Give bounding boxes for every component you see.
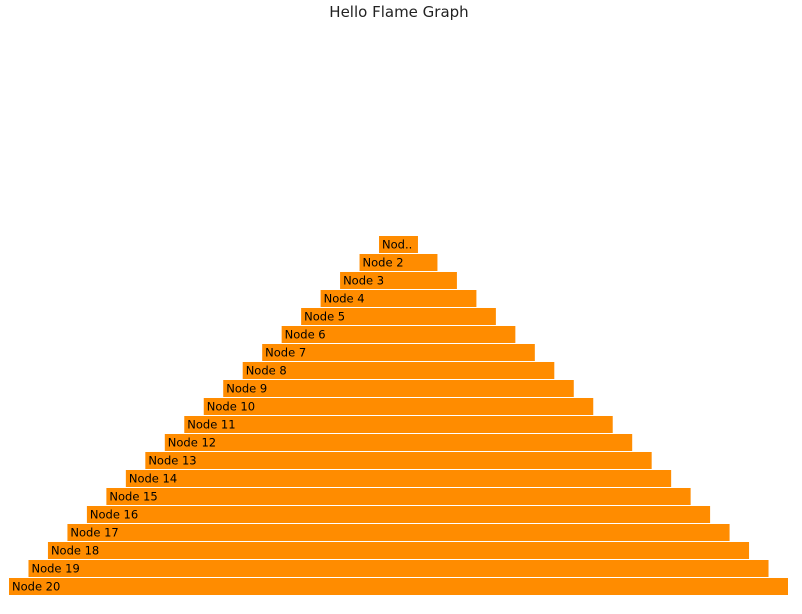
flame-bar-label: Node 19 <box>31 562 79 576</box>
flame-bar[interactable] <box>281 326 516 343</box>
flame-bar-label: Node 18 <box>51 544 99 558</box>
flame-bar[interactable] <box>301 308 496 325</box>
flame-node[interactable]: Node 5 <box>301 308 496 325</box>
flame-bar[interactable] <box>203 398 594 415</box>
flame-bar[interactable] <box>223 380 574 397</box>
flame-bar[interactable] <box>86 506 711 523</box>
flame-bar-label: Node 12 <box>168 436 216 450</box>
flame-node[interactable]: Node 17 <box>67 524 730 541</box>
flame-bar-label: Node 9 <box>226 382 267 396</box>
flame-bar[interactable] <box>379 236 418 253</box>
flame-node[interactable]: Node 20 <box>9 578 788 595</box>
flame-node[interactable]: Node 3 <box>340 272 457 289</box>
flame-bar-label: Nod.. <box>382 238 412 252</box>
flame-bar-label: Node 4 <box>324 292 365 306</box>
flame-node[interactable]: Node 11 <box>184 416 613 433</box>
flame-node[interactable]: Node 7 <box>262 344 535 361</box>
flame-node[interactable]: Node 8 <box>242 362 555 379</box>
flame-bar[interactable] <box>28 560 769 577</box>
flame-bar[interactable] <box>164 434 633 451</box>
flame-node[interactable]: Node 14 <box>125 470 672 487</box>
flame-bar-label: Node 20 <box>12 580 60 594</box>
flame-bar[interactable] <box>320 290 477 307</box>
flame-node[interactable]: Nod.. <box>379 236 418 253</box>
flame-node[interactable]: Node 13 <box>145 452 652 469</box>
flame-node[interactable]: Node 12 <box>164 434 633 451</box>
flame-node[interactable]: Node 6 <box>281 326 516 343</box>
flame-bar[interactable] <box>47 542 750 559</box>
flame-node[interactable]: Node 4 <box>320 290 477 307</box>
flame-bar-label: Node 2 <box>363 256 404 270</box>
flame-bar[interactable] <box>9 578 788 595</box>
flame-bar-label: Node 10 <box>207 400 255 414</box>
chart-title: Hello Flame Graph <box>329 3 469 21</box>
flame-bar[interactable] <box>359 254 438 271</box>
flame-bar[interactable] <box>242 362 555 379</box>
flame-bar[interactable] <box>340 272 457 289</box>
flame-node[interactable]: Node 15 <box>106 488 691 505</box>
flame-node[interactable]: Node 9 <box>223 380 574 397</box>
flame-node[interactable]: Node 10 <box>203 398 594 415</box>
flame-bar-label: Node 7 <box>265 346 306 360</box>
flame-bar-label: Node 11 <box>187 418 235 432</box>
flame-node[interactable]: Node 16 <box>86 506 711 523</box>
flame-bar[interactable] <box>125 470 672 487</box>
flame-bar[interactable] <box>145 452 652 469</box>
flame-node[interactable]: Node 2 <box>359 254 438 271</box>
flame-bar-label: Node 16 <box>90 508 138 522</box>
flame-bar[interactable] <box>106 488 691 505</box>
flame-bar-label: Node 8 <box>246 364 287 378</box>
flame-bar-label: Node 15 <box>109 490 157 504</box>
flame-bar[interactable] <box>67 524 730 541</box>
flame-bars: Nod.. Node 2 Node 3 Node 4 Node 5 Node 6 Node … <box>9 236 788 595</box>
flame-bar[interactable] <box>184 416 613 433</box>
flame-node[interactable]: Node 19 <box>28 560 769 577</box>
flame-bar-label: Node 13 <box>148 454 196 468</box>
flame-bar-label: Node 14 <box>129 472 177 486</box>
flame-bar-label: Node 5 <box>304 310 345 324</box>
flame-bar-label: Node 6 <box>285 328 326 342</box>
flame-node[interactable]: Node 18 <box>47 542 750 559</box>
flame-bar[interactable] <box>262 344 535 361</box>
flame-bar-label: Node 3 <box>343 274 384 288</box>
flame-bar-label: Node 17 <box>70 526 118 540</box>
